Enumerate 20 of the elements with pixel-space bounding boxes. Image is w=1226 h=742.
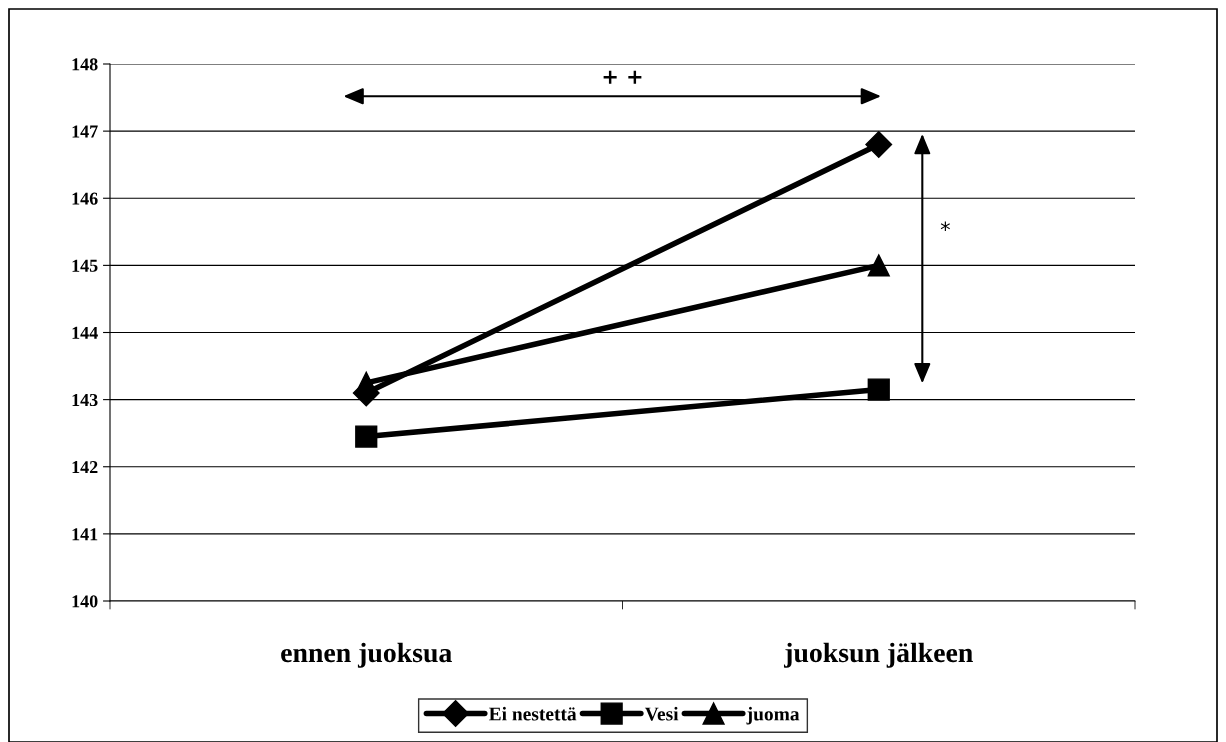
y-tick-label: 144 [72,326,98,339]
legend-label: juoma [746,706,800,725]
point [867,378,890,401]
y-tick-label: 145 [72,259,98,272]
y-tick-label: 141 [72,528,98,541]
y-tick-label: 146 [72,192,98,205]
legend-label: Vesi [644,706,679,721]
point [865,131,893,159]
point [867,254,890,277]
x-tick-label: juoksun jälkeen [783,642,973,668]
annotation: + + [603,70,642,84]
x-tick-label: ennen juoksua [281,642,452,668]
annotation: * [940,221,950,231]
y-tick-label: 143 [72,393,98,407]
y-tick-label: 140 [72,595,98,608]
legend-label: Ei nestettä [488,706,577,721]
y-tick-label: 148 [72,58,98,71]
y-tick-label: 142 [72,461,98,474]
y-tick-label: 147 [72,125,98,138]
point [355,425,378,448]
